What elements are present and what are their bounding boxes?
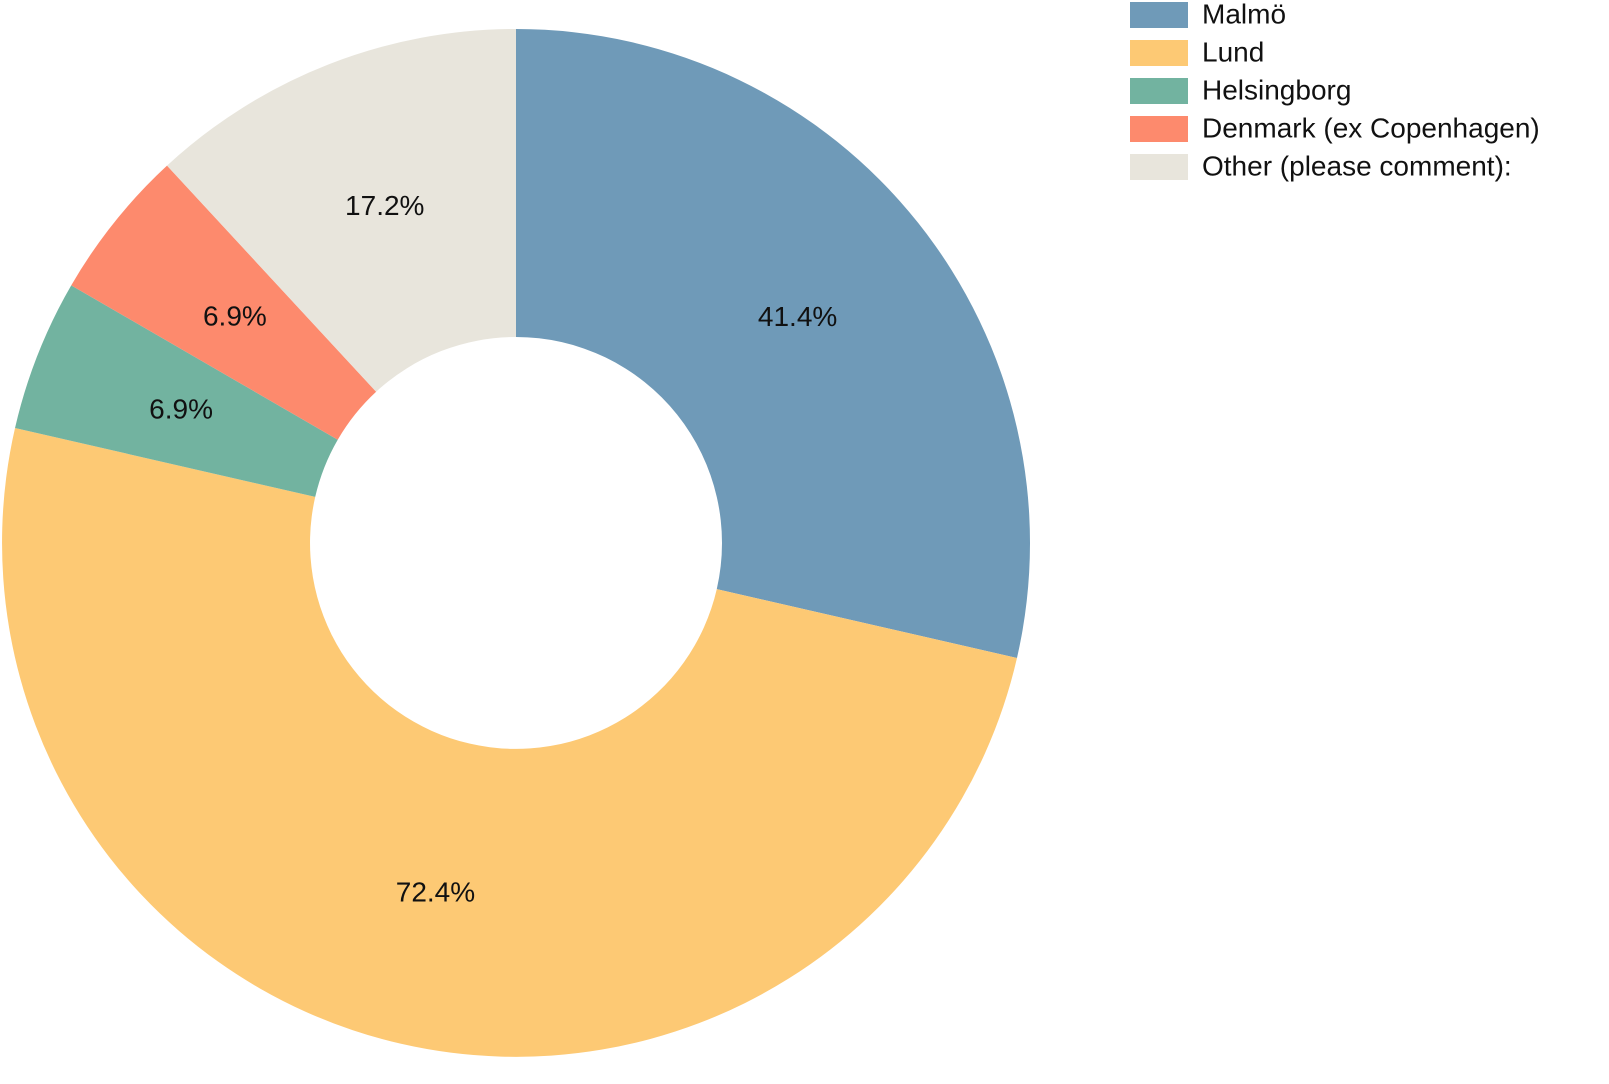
legend-swatch <box>1130 78 1188 104</box>
donut-slice <box>71 165 377 440</box>
legend-swatch <box>1130 154 1188 180</box>
slice-label: 72.4% <box>396 876 475 907</box>
slice-label: 6.9% <box>149 393 213 424</box>
legend-label: Helsingborg <box>1202 74 1351 105</box>
legend-label: Lund <box>1202 36 1264 67</box>
legend-swatch <box>1130 40 1188 66</box>
donut-slice <box>15 285 338 497</box>
donut-slice <box>167 29 517 392</box>
legend-label: Denmark (ex Copenhagen) <box>1202 112 1540 143</box>
slice-label: 6.9% <box>203 300 267 331</box>
slice-label: 41.4% <box>758 301 837 332</box>
legend-swatch <box>1130 2 1188 28</box>
donut-slice <box>516 29 1030 658</box>
legend-label: Malmö <box>1202 0 1286 29</box>
legend-swatch <box>1130 116 1188 142</box>
donut-slice <box>2 428 1017 1057</box>
legend-label: Other (please comment): <box>1202 150 1512 181</box>
slice-label: 17.2% <box>345 190 424 221</box>
